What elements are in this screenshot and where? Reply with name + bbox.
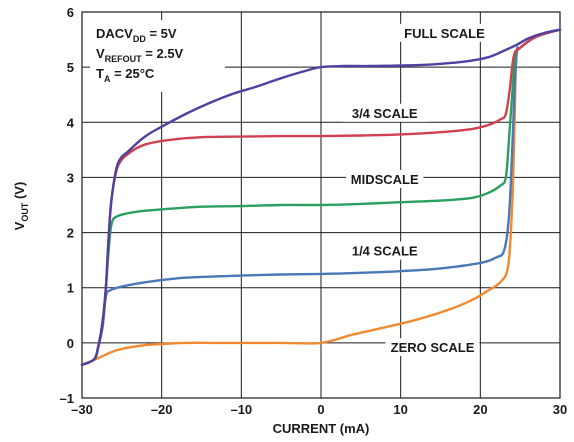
y-axis-title-sub: OUT <box>20 202 30 222</box>
y-tick-label: 6 <box>67 5 74 20</box>
series-annotation: 1/4 SCALE <box>352 244 418 259</box>
condition-line: TA = 25°C <box>96 66 155 84</box>
y-tick-label: 0 <box>67 336 74 351</box>
x-axis-title: CURRENT (mA) <box>273 421 370 436</box>
y-tick-label: 1 <box>67 281 74 296</box>
test-conditions: DACVDD = 5V VREFOUT = 2.5V TA = 25°C <box>96 26 184 84</box>
series-annotation: FULL SCALE <box>404 26 485 41</box>
series-annotation: ZERO SCALE <box>391 340 475 355</box>
series-curves <box>80 28 562 367</box>
x-tick-label: 0 <box>317 402 324 417</box>
y-axis-title-main: V <box>12 221 27 230</box>
x-tick-label: –20 <box>151 402 173 417</box>
x-tick-label: –30 <box>71 402 93 417</box>
x-tick-label: 10 <box>393 402 407 417</box>
annotation-bg <box>397 23 492 42</box>
x-tick-labels: –30 –20 –10 0 10 20 30 <box>71 402 567 417</box>
y-axis-title-unit: (V) <box>12 182 27 203</box>
y-tick-label: –1 <box>60 391 74 406</box>
series-annotation: 3/4 SCALE <box>352 106 418 121</box>
annotation-bg <box>341 103 428 122</box>
plot-frame <box>81 11 561 399</box>
annotation-bg <box>385 338 480 357</box>
annotation-bg <box>341 241 428 260</box>
x-tick-label: 20 <box>473 402 487 417</box>
conditions-box <box>90 20 225 92</box>
y-tick-label: 2 <box>67 226 74 241</box>
y-tick-labels: –1 0 1 2 3 4 5 6 <box>60 5 75 406</box>
y-tick-label: 3 <box>67 170 74 185</box>
y-tick-label: 4 <box>67 115 75 130</box>
series-line <box>80 28 562 367</box>
y-tick-label: 5 <box>67 60 74 75</box>
series-annotation: MIDSCALE <box>351 172 419 187</box>
annotation-bg <box>346 169 424 188</box>
y-axis-title: VOUT (V) <box>12 182 30 231</box>
x-tick-label: 30 <box>553 402 567 417</box>
series-annotations: FULL SCALE 3/4 SCALE MIDSCALE 1/4 SCALE ZERO… <box>341 23 492 357</box>
series-line <box>80 28 562 367</box>
condition-line: DACVDD = 5V <box>96 26 177 44</box>
condition-line: VREFOUT = 2.5V <box>96 46 184 64</box>
x-tick-label: –10 <box>230 402 252 417</box>
